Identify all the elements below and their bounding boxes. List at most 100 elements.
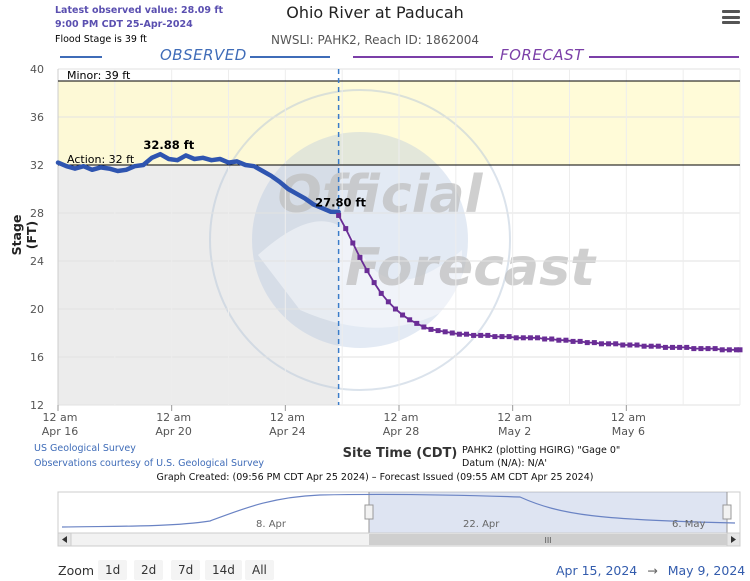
date-range[interactable]: Apr 15, 2024 → May 9, 2024: [556, 563, 745, 578]
forecast-point: [513, 335, 519, 341]
y-tick-label: 20: [30, 303, 44, 316]
navigator-handle-left[interactable]: [364, 504, 374, 520]
navigator-selection[interactable]: [369, 492, 727, 533]
range-to[interactable]: May 9, 2024: [667, 563, 746, 578]
y-tick-label: 36: [30, 111, 44, 124]
scrollbar-grip-icon: III: [544, 536, 551, 545]
peak-data-label: 32.88 ft: [143, 138, 194, 152]
forecast-point: [712, 346, 718, 352]
forecast-point: [570, 338, 576, 344]
range-from[interactable]: Apr 15, 2024: [556, 563, 638, 578]
gage-info: PAHK2 (plotting HGIRG) "Gage 0" Datum (N…: [462, 444, 620, 470]
flood-stage-label: Flood Stage is 39 ft: [55, 34, 147, 45]
forecast-point: [520, 335, 526, 341]
forecast-point: [527, 335, 533, 341]
forecast-point: [407, 317, 413, 323]
forecast-point: [584, 340, 590, 346]
x-tick-label: May 2: [498, 425, 531, 438]
forecast-point: [463, 331, 469, 337]
forecast-point: [662, 344, 668, 350]
x-tick-label: Apr 24: [269, 425, 306, 438]
forecast-point: [613, 341, 619, 347]
forecast-point: [549, 336, 555, 342]
forecast-point: [606, 341, 612, 347]
forecast-start-label: 27.80 ft: [315, 195, 366, 209]
y-tick-label: 24: [30, 255, 44, 268]
forecast-point: [705, 346, 711, 352]
forecast-point: [414, 320, 420, 326]
forecast-point: [442, 329, 448, 335]
legend-forecast-label: FORECAST: [500, 46, 584, 64]
credit-observations-link[interactable]: Observations courtesy of U.S. Geological…: [34, 458, 265, 469]
forecast-point: [478, 332, 484, 338]
chart-subtitle: NWSLI: PAHK2, Reach ID: 1862004: [270, 33, 479, 47]
zoom-2d-button[interactable]: 2d: [134, 560, 164, 580]
gage-info-line: PAHK2 (plotting HGIRG) "Gage 0": [462, 445, 621, 456]
forecast-point: [535, 335, 541, 341]
latest-observed-value: Latest observed value: 28.09 ft: [55, 5, 224, 16]
forecast-point: [506, 334, 512, 340]
x-tick-label: 12 am: [384, 411, 419, 424]
navigator-handle-right[interactable]: [722, 504, 732, 520]
forecast-point: [677, 344, 683, 350]
forecast-point: [655, 343, 661, 349]
forecast-point: [392, 306, 398, 312]
legend-observed-label: OBSERVED: [160, 46, 247, 64]
forecast-point: [499, 334, 505, 340]
forecast-point: [435, 328, 441, 334]
x-tick-label: 12 am: [270, 411, 305, 424]
forecast-point: [670, 344, 676, 350]
forecast-point: [336, 212, 342, 218]
forecast-point: [428, 326, 434, 332]
navigator-label: 22. Apr: [463, 519, 500, 530]
arrow-right-icon: [731, 536, 736, 543]
forecast-point: [684, 344, 690, 350]
zoom-7d-button[interactable]: 7d: [171, 560, 201, 580]
y-tick-label: 32: [30, 159, 44, 172]
graph-created-line: Graph Created: (09:56 PM CDT Apr 25 2024…: [156, 472, 594, 483]
forecast-point: [641, 343, 647, 349]
forecast-point: [343, 226, 349, 232]
forecast-point: [598, 341, 604, 347]
scrollbar-thumb[interactable]: [369, 534, 727, 545]
x-tick-label: Apr 20: [155, 425, 192, 438]
x-tick-label: 12 am: [43, 411, 78, 424]
zoom-all-button[interactable]: All: [245, 560, 274, 580]
forecast-point: [691, 346, 697, 352]
navigator-label: 8. Apr: [256, 519, 287, 530]
navigator[interactable]: 8. Apr 22. Apr 6. May: [57, 491, 741, 534]
latest-observed-time: 9:00 PM CDT 25-Apr-2024: [55, 19, 193, 30]
credit-usgs-link[interactable]: US Geological Survey: [34, 443, 136, 454]
x-axis-title: Site Time (CDT): [342, 446, 458, 461]
hamburger-icon[interactable]: [722, 10, 740, 24]
forecast-point: [449, 330, 455, 336]
forecast-point: [385, 299, 391, 305]
y-tick-label: 40: [30, 63, 44, 76]
y-tick-label: 12: [30, 399, 44, 412]
forecast-point: [421, 324, 427, 330]
forecast-point: [542, 336, 548, 342]
forecast-point: [357, 254, 363, 260]
forecast-point: [733, 347, 739, 353]
navigator-scrollbar[interactable]: III: [57, 532, 741, 547]
navigator-label: 6. May: [672, 519, 705, 530]
x-tick-label: 12 am: [156, 411, 191, 424]
x-tick-label: Apr 28: [383, 425, 420, 438]
forecast-point: [371, 280, 377, 286]
threshold-label: Action: 32 ft: [67, 153, 135, 166]
forecast-point: [634, 342, 640, 348]
zoom-1d-button[interactable]: 1d: [98, 560, 128, 580]
forecast-point: [364, 268, 370, 274]
watermark-line2: Forecast: [345, 238, 597, 298]
forecast-point: [556, 337, 562, 343]
x-tick-label: 12 am: [611, 411, 646, 424]
forecast-point: [698, 346, 704, 352]
y-axis-title: Stage (FT): [9, 214, 39, 256]
latest-observed-info: Latest observed value: 28.09 ft 9:00 PM …: [55, 4, 223, 32]
arrow-left-icon: [62, 536, 67, 543]
forecast-point: [485, 332, 491, 338]
zoom-14d-button[interactable]: 14d: [205, 560, 242, 580]
forecast-point: [620, 342, 626, 348]
forecast-point: [400, 312, 406, 318]
forecast-point: [378, 290, 384, 296]
